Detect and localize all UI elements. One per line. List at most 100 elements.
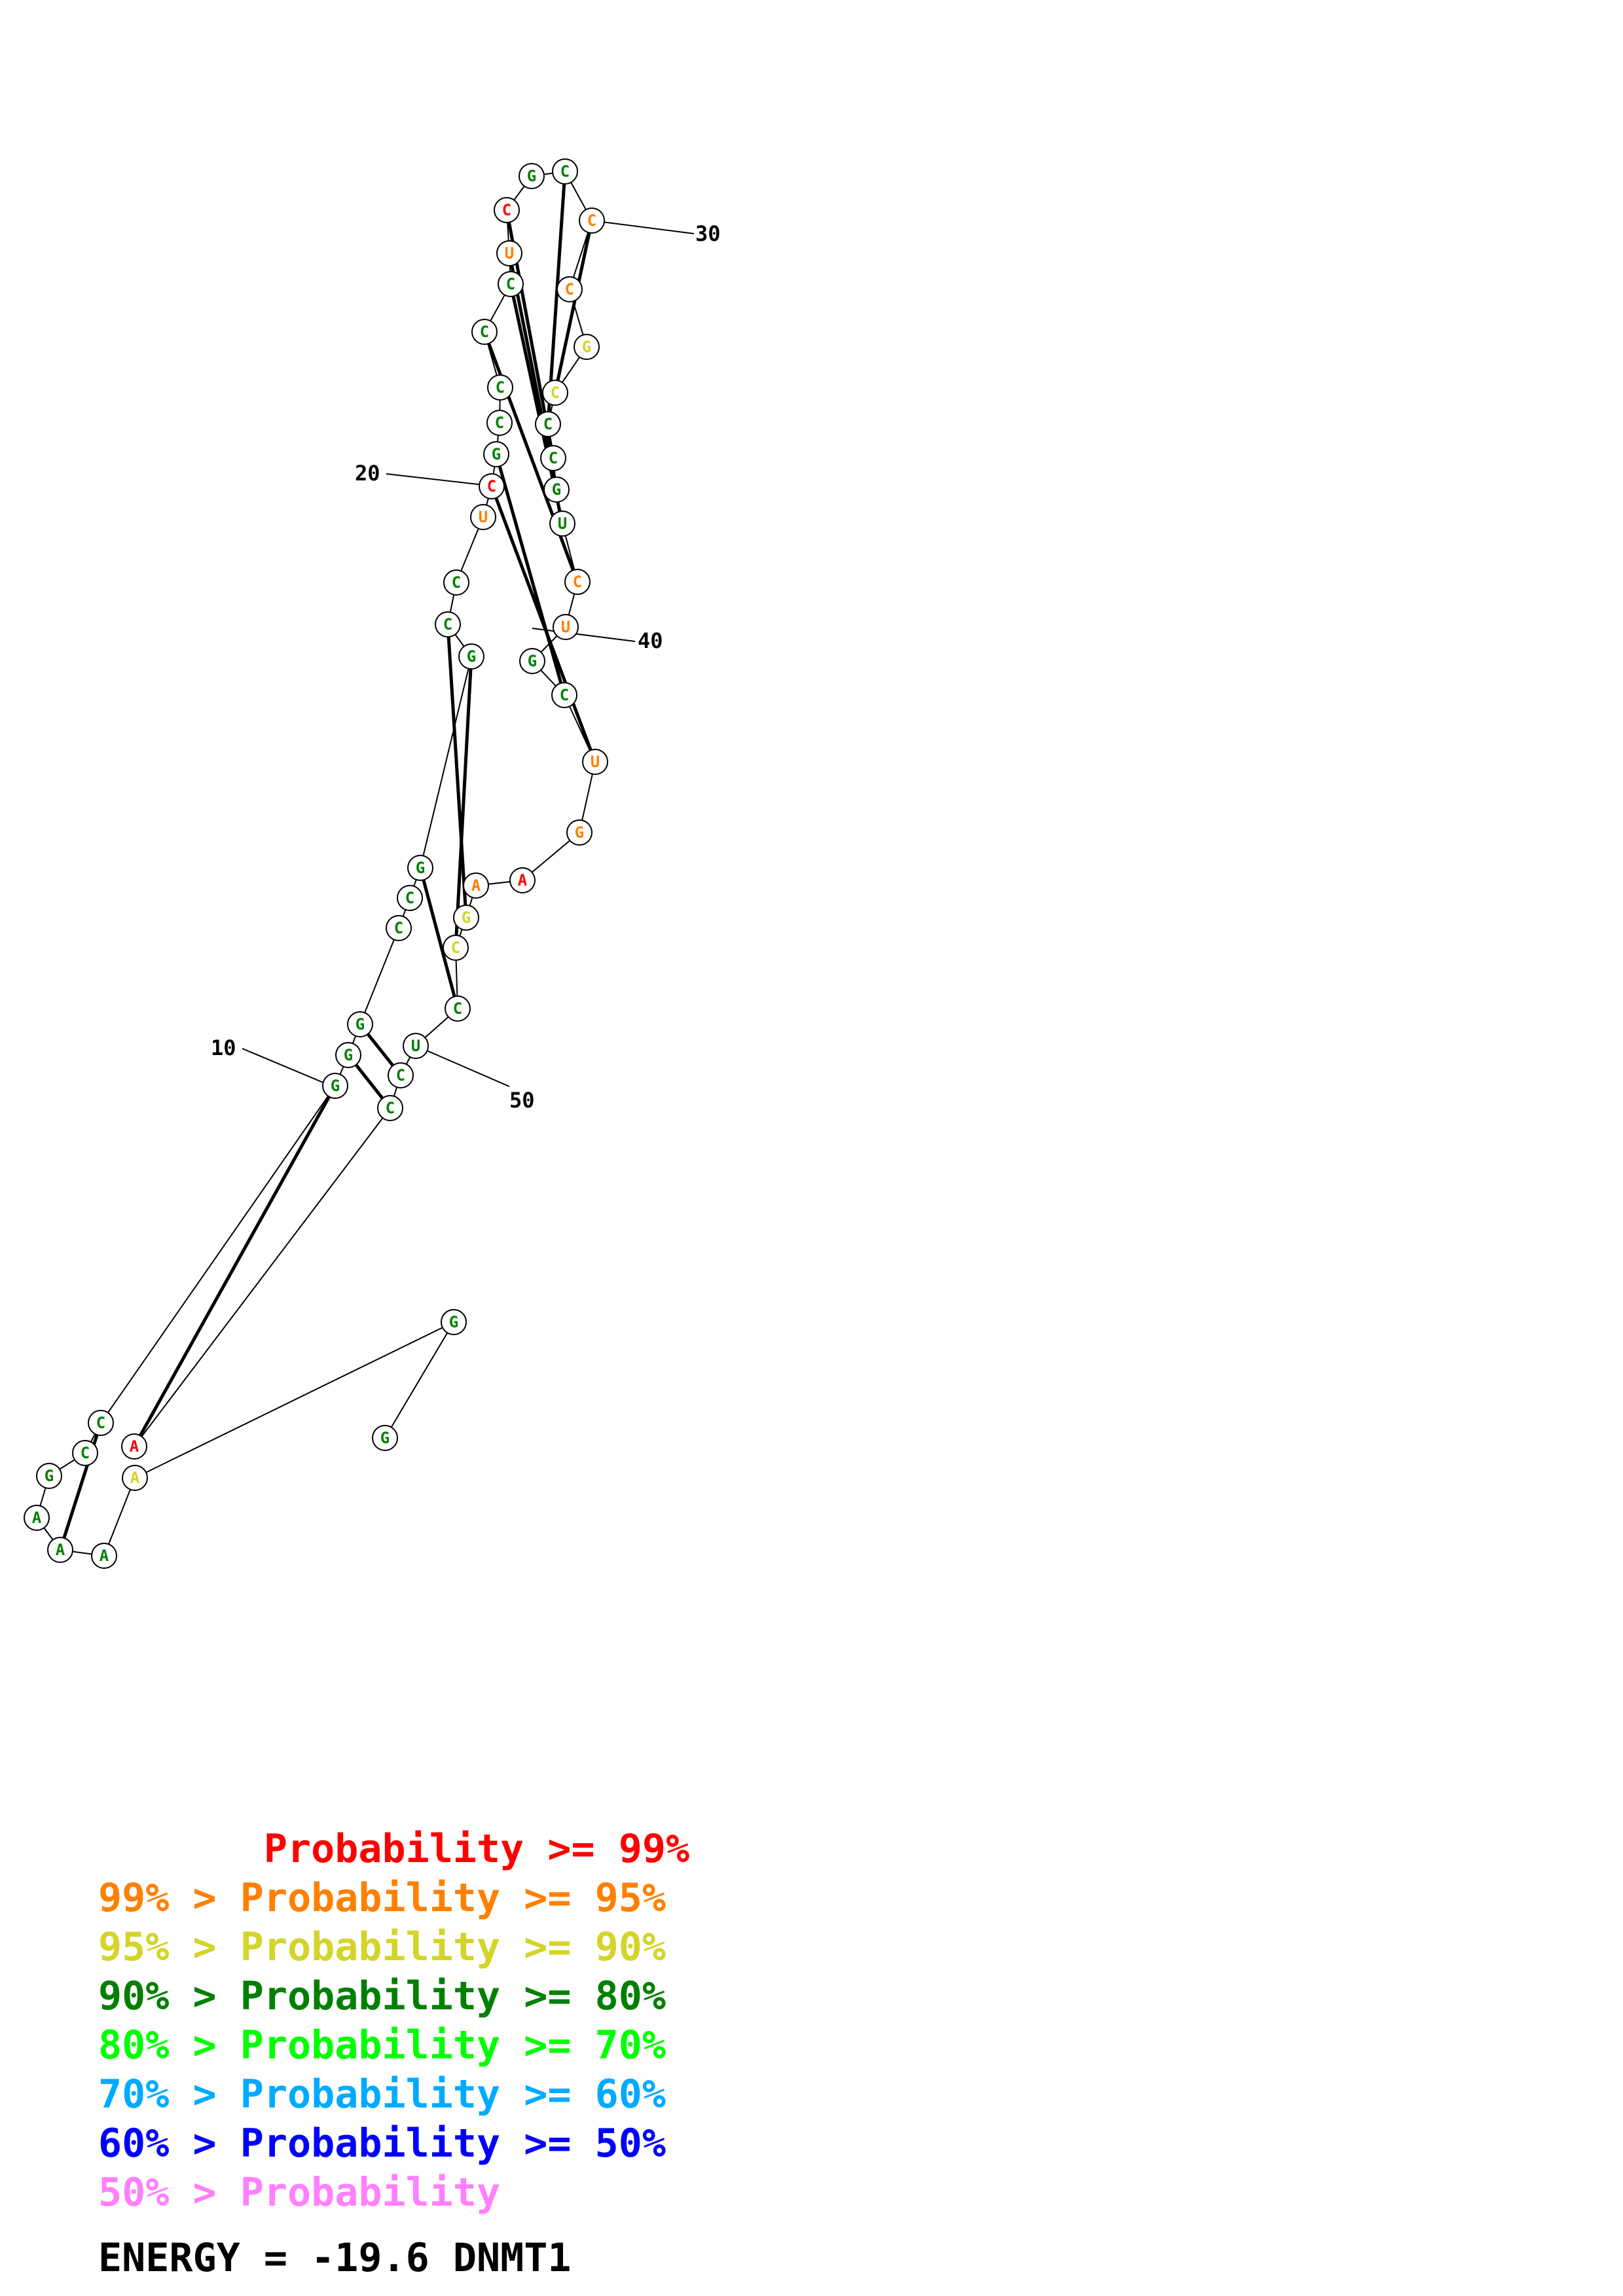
base-pair-bond	[494, 454, 566, 696]
nucleotide-16: G	[458, 643, 484, 670]
nucleotide-circle	[519, 648, 545, 674]
nucleotide-letter: C	[560, 162, 570, 181]
position-tick	[242, 1048, 333, 1087]
nucleotide-letter: G	[45, 1467, 54, 1485]
nucleotide-circle	[519, 163, 545, 189]
nucleotide-letter: C	[443, 615, 452, 634]
nucleotide-letter: G	[467, 647, 476, 666]
legend-line-1: Probability >= 99%	[98, 1826, 689, 1872]
nucleotide-circle	[551, 682, 577, 708]
nucleotide-13: C	[386, 915, 412, 941]
nucleotide-28: G	[519, 163, 545, 189]
nucleotide-circle	[407, 855, 433, 881]
base-pair-bond	[454, 656, 473, 948]
nucleotide-letter: G	[449, 1313, 458, 1331]
nucleotide-circle	[386, 915, 412, 941]
nucleotide-letter: G	[582, 338, 591, 356]
nucleotide-12: G	[347, 1011, 373, 1037]
base-pair-bond	[132, 1085, 337, 1448]
base-pair-bond	[446, 624, 468, 918]
nucleotide-letter: C	[551, 384, 560, 402]
probability-legend: Probability >= 99%99% > Probability >= 9…	[98, 1826, 689, 2215]
nucleotide-letter: C	[386, 1099, 395, 1117]
legend-line-3: 95% > Probability >= 90%	[98, 1924, 666, 1970]
nucleotide-letter: U	[558, 514, 567, 533]
nucleotide-circle	[36, 1463, 62, 1489]
nucleotide-circle	[549, 511, 575, 537]
nucleotide-circle	[335, 1042, 361, 1068]
nucleotide-circle	[553, 614, 579, 640]
legend-line-6: 70% > Probability >= 60%	[98, 2072, 666, 2117]
nucleotide-8: C	[72, 1440, 98, 1466]
nucleotide-circle	[542, 380, 568, 406]
position-tick	[532, 628, 636, 642]
nucleotide-letter: U	[411, 1037, 420, 1055]
nucleotide-letter: G	[331, 1077, 340, 1095]
nucleotide-24: C	[471, 319, 498, 345]
nucleotide-circle	[486, 410, 513, 436]
nucleotide-letter: G	[527, 167, 536, 185]
nucleotide-17: C	[435, 611, 461, 637]
nucleotide-33: C	[542, 380, 568, 406]
nucleotide-43: G	[566, 819, 593, 846]
nucleotide-circle	[509, 867, 536, 893]
backbone-segment	[134, 1107, 391, 1447]
nucleotide-letter: G	[416, 859, 425, 877]
base-pair-bond	[418, 867, 460, 1009]
nucleotide-letter: U	[561, 618, 570, 636]
nucleotide-letter: G	[492, 445, 501, 463]
nucleotide-letter: A	[518, 871, 528, 889]
legend-line-2: 99% > Probability >= 95%	[98, 1875, 666, 1921]
nucleotide-letter: U	[479, 508, 488, 526]
nucleotide-31: C	[556, 276, 583, 302]
nucleotide-circle	[479, 473, 505, 499]
nucleotide-letter: G	[528, 652, 537, 670]
nucleotide-circle	[540, 445, 566, 471]
nucleotide-7: G	[36, 1463, 62, 1489]
nucleotide-5: A	[47, 1537, 73, 1563]
nucleotide-18: C	[443, 569, 469, 596]
nucleotide-circle	[88, 1410, 114, 1436]
backbone-segment	[420, 656, 472, 869]
nucleotide-circle	[445, 996, 471, 1022]
backbone-lines	[36, 171, 596, 1556]
backbone-segment	[134, 1321, 454, 1479]
nucleotide-circle	[377, 1095, 403, 1121]
position-label-40: 40	[638, 628, 663, 653]
nucleotide-letter: A	[32, 1509, 42, 1527]
nucleotide-35: C	[540, 445, 566, 471]
nucleotide-letter: C	[587, 211, 596, 230]
nucleotide-circle	[579, 207, 605, 234]
nucleotide-letter: C	[487, 477, 496, 495]
nucleotide-letter: U	[591, 753, 600, 771]
nucleotide-34: C	[535, 411, 561, 437]
legend-line-7: 60% > Probability >= 50%	[98, 2121, 666, 2166]
nucleotide-circle	[47, 1537, 73, 1563]
nucleotide-3: A	[122, 1465, 148, 1491]
nucleotide-circle	[463, 872, 489, 899]
nucleotide-letter: C	[452, 573, 461, 592]
nucleotide-47: C	[443, 935, 469, 961]
nucleotide-letter: G	[462, 908, 471, 927]
nucleotide-14: C	[397, 885, 423, 911]
nucleotide-circle	[322, 1073, 348, 1099]
nucleotide-circle	[470, 504, 496, 530]
nucleotide-22: C	[486, 410, 513, 436]
nucleotide-4: A	[91, 1543, 117, 1569]
nucleotide-38: C	[564, 569, 591, 595]
position-tick	[386, 473, 490, 486]
nucleotide-1: G	[372, 1425, 398, 1451]
nucleotide-21: G	[483, 441, 509, 467]
nucleotide-circle	[72, 1440, 98, 1466]
nucleotide-6: A	[24, 1505, 50, 1531]
nucleotide-51: C	[377, 1095, 403, 1121]
nucleotide-letter: G	[344, 1046, 353, 1064]
nucleotide-circle	[494, 197, 520, 223]
nucleotide-circle	[121, 1433, 147, 1460]
nucleotide-49: U	[403, 1033, 429, 1059]
nucleotide-letter: C	[502, 201, 511, 219]
nucleotide-letter: A	[100, 1547, 109, 1565]
nucleotide-circle	[91, 1543, 117, 1569]
nucleotide-26: U	[496, 240, 522, 266]
